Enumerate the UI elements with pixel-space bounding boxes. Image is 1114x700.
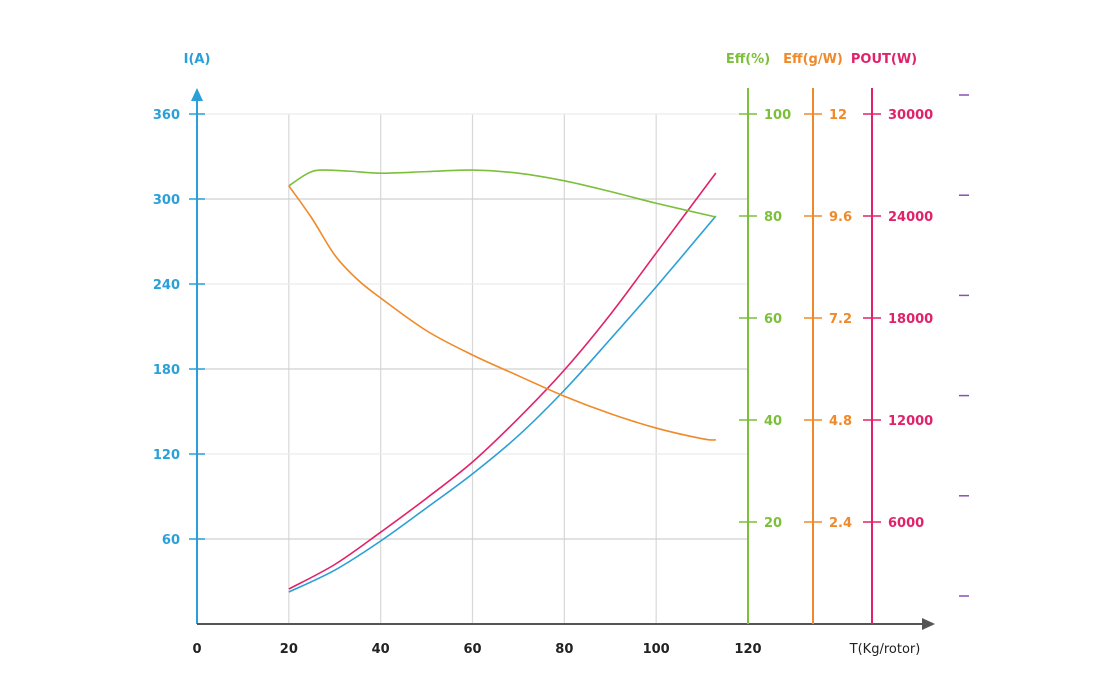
x-axis-title: T(Kg/rotor): [849, 642, 921, 657]
y-tick-label: 180: [153, 363, 180, 378]
x-tick-label: 0: [192, 642, 201, 657]
series-line-pout: [288, 172, 717, 590]
y-tick-label-pout: 12000: [888, 414, 933, 429]
x-tick-label: 80: [555, 642, 573, 657]
x-tick-label: 60: [463, 642, 481, 657]
y-tick-label-eff_pct: 100: [764, 108, 791, 123]
series-line-eff_pct: [288, 169, 717, 218]
y-tick-label-eff_pct: 40: [764, 414, 782, 429]
y-tick-label-eff_gw: 2.4: [829, 516, 852, 531]
y-tick-label: 300: [153, 193, 180, 208]
y-axis-title-pout: POUT(W): [851, 52, 917, 67]
y-tick-label-eff_gw: 12: [829, 108, 847, 123]
x-axis-arrow-icon: [922, 618, 935, 630]
y-tick-label-eff_pct: 60: [764, 312, 782, 327]
y-tick-label: 60: [162, 533, 180, 548]
x-tick-label: 120: [734, 642, 761, 657]
y-axis-title-eff_pct: Eff(%): [726, 52, 770, 67]
y-tick-label-pout: 30000: [888, 108, 933, 123]
y-tick-label-pout: 6000: [888, 516, 924, 531]
y-tick-label-pout: 18000: [888, 312, 933, 327]
series-line-current: [288, 215, 717, 593]
series-line-eff_gw: [288, 185, 716, 441]
y-tick-label-eff_pct: 20: [764, 516, 782, 531]
y-tick-label-pout: 24000: [888, 210, 933, 225]
y-tick-label-eff_gw: 7.2: [829, 312, 852, 327]
x-tick-label: 40: [372, 642, 390, 657]
y-axis-title-current: I(A): [184, 52, 211, 67]
y-axis-arrow-icon: [191, 88, 203, 101]
y-tick-label-eff_gw: 4.8: [829, 414, 852, 429]
x-tick-label: 100: [643, 642, 670, 657]
y-tick-label: 360: [153, 108, 180, 123]
x-tick-label: 20: [280, 642, 298, 657]
y-tick-label: 120: [153, 448, 180, 463]
y-tick-label-eff_pct: 80: [764, 210, 782, 225]
y-tick-label: 240: [153, 278, 180, 293]
y-axis-title-eff_gw: Eff(g/W): [783, 52, 843, 67]
y-tick-label-eff_gw: 9.6: [829, 210, 852, 225]
